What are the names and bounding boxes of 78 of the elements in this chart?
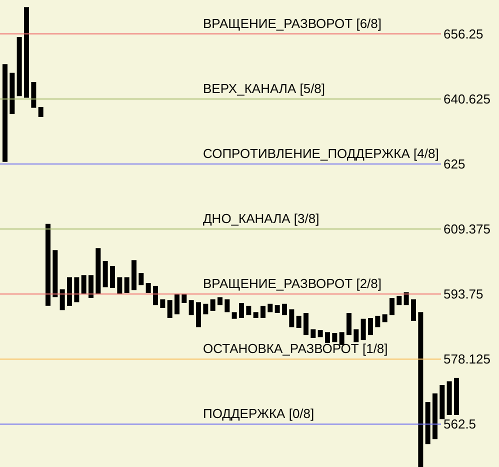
bar — [354, 329, 359, 342]
bar — [60, 289, 65, 310]
bar — [310, 329, 316, 338]
bar — [117, 277, 122, 294]
bar — [382, 314, 388, 322]
bar — [375, 316, 380, 328]
bar — [289, 309, 294, 328]
bar — [153, 286, 158, 306]
bar — [110, 266, 116, 288]
bar — [324, 332, 330, 343]
bar — [368, 318, 373, 336]
ref-line-label: ДНО_КАНАЛА [3/8] — [203, 211, 320, 226]
bar — [210, 299, 216, 311]
ref-line-label: ВРАЩЕНИЕ_РАЗВОРОТ [2/8] — [203, 276, 382, 292]
y-tick-label: 625 — [444, 156, 466, 172]
bar — [196, 302, 201, 328]
bar — [38, 106, 44, 117]
bar — [174, 294, 180, 314]
bar — [318, 330, 323, 338]
bar — [274, 305, 280, 313]
y-tick-label: 578.125 — [444, 352, 490, 367]
bar — [389, 298, 394, 316]
bar — [24, 7, 30, 98]
bar — [167, 300, 172, 318]
bar — [88, 275, 94, 298]
bar — [432, 393, 438, 440]
bar — [454, 378, 459, 415]
bar — [360, 318, 366, 340]
ref-line-label: ВЕРХ_КАНАЛА [5/8] — [203, 80, 326, 96]
ref-line-label: ПОДДЕРЖКА [0/8] — [203, 406, 314, 422]
bar — [182, 294, 187, 304]
bar — [260, 306, 266, 318]
bar — [224, 299, 230, 312]
bar — [410, 299, 416, 321]
bar — [246, 306, 252, 316]
bar — [203, 304, 208, 314]
y-tick-label: 640.625 — [444, 91, 490, 106]
bar — [16, 37, 22, 96]
bar — [160, 299, 166, 308]
bar — [332, 332, 338, 342]
bar — [132, 260, 137, 290]
bar — [124, 277, 130, 294]
bar — [67, 277, 72, 306]
bar — [425, 402, 430, 444]
bar — [46, 224, 51, 306]
bar — [102, 260, 108, 288]
bar — [146, 283, 151, 294]
bar — [10, 72, 15, 114]
bar — [404, 292, 409, 306]
bar — [188, 300, 194, 316]
bar — [232, 312, 237, 319]
bar — [339, 332, 344, 346]
bar — [52, 250, 58, 298]
bar — [303, 313, 308, 336]
y-tick-label: 593.75 — [444, 286, 484, 302]
bar — [138, 273, 144, 286]
y-tick-label: 562.5 — [444, 416, 476, 432]
ref-line-label: ОСТАНОВКА_РАЗВОРОТ [1/8] — [203, 341, 388, 356]
bar — [31, 82, 36, 108]
bar — [396, 296, 402, 306]
bar — [218, 297, 222, 306]
y-tick-label: 609.375 — [444, 222, 490, 237]
bar — [2, 64, 8, 162]
bar — [296, 316, 302, 328]
bar — [418, 312, 424, 467]
bar — [253, 312, 258, 318]
bar — [268, 304, 273, 312]
bar — [446, 381, 452, 415]
y-tick-label: 656.25 — [444, 26, 484, 42]
bar — [440, 385, 445, 420]
bar — [239, 303, 244, 318]
bar — [346, 313, 352, 336]
bar — [282, 304, 287, 316]
bar — [96, 248, 101, 294]
ref-line-label: ВРАЩЕНИЕ_РАЗВОРОТ [6/8] — [203, 16, 382, 31]
bar — [81, 275, 86, 294]
bar — [74, 277, 80, 302]
ref-line-label: СОПРОТИВЛЕНИЕ_ПОДДЕРЖКА [4/8] — [203, 146, 439, 161]
